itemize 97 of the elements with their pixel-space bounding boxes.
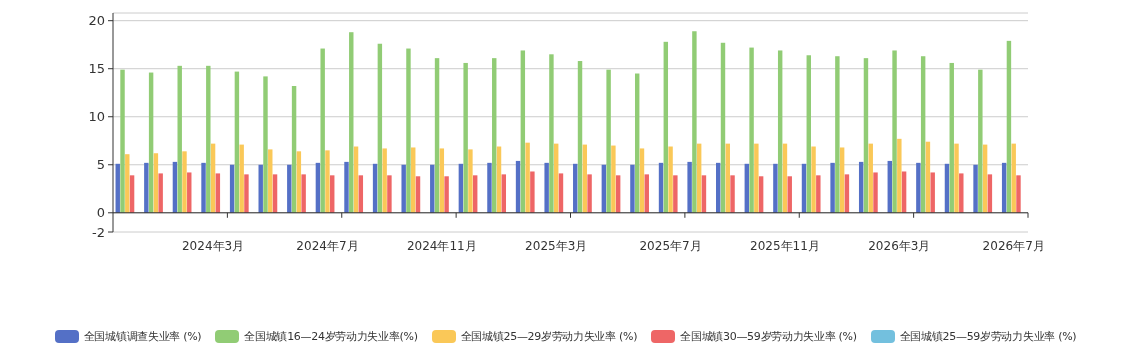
legend-label: 全国城镇调查失业率 (%)	[83, 329, 202, 344]
bar	[587, 174, 592, 213]
bar	[258, 164, 263, 213]
x-tick-label: 2026年7月	[982, 239, 1045, 253]
bar	[577, 61, 583, 213]
bar	[816, 175, 821, 213]
bar	[463, 62, 468, 213]
bar	[206, 65, 211, 213]
bar	[401, 164, 406, 213]
bar	[1006, 40, 1012, 213]
bar	[720, 42, 726, 213]
bar	[730, 175, 735, 213]
bar	[158, 173, 163, 213]
bar	[1011, 143, 1016, 213]
bar	[434, 58, 440, 213]
bar	[920, 56, 926, 213]
bar	[959, 173, 964, 213]
x-tick-label: 2024年11月	[406, 239, 477, 253]
legend-label: 全国城镇25—29岁劳动力失业率 (%)	[460, 329, 638, 344]
bar	[144, 162, 149, 213]
bar	[444, 176, 449, 213]
bar	[325, 150, 330, 213]
bar	[973, 164, 978, 213]
bar	[468, 149, 473, 213]
bar	[668, 146, 673, 213]
x-tick-label: 2026年3月	[868, 239, 931, 253]
bar	[239, 144, 244, 213]
y-tick-label: 0	[96, 205, 105, 221]
bar	[544, 162, 549, 213]
y-tick-label: 15	[88, 61, 105, 77]
bar	[673, 175, 678, 213]
bar	[639, 148, 645, 213]
bar	[177, 65, 182, 213]
bar	[120, 69, 125, 213]
bar	[901, 171, 907, 213]
bar	[897, 138, 902, 213]
bar	[611, 145, 616, 213]
bar	[630, 164, 635, 213]
bar	[439, 148, 445, 213]
bar	[835, 56, 840, 213]
x-tick-label: 2025年3月	[525, 239, 588, 253]
bar	[268, 149, 273, 213]
y-tick-label: 20	[88, 13, 105, 29]
bar	[777, 50, 783, 213]
legend-label: 全国城镇30—59岁劳动力失业率 (%)	[680, 329, 857, 344]
bar	[754, 143, 759, 213]
bar	[492, 58, 497, 213]
bar	[296, 151, 302, 213]
bar	[949, 62, 954, 213]
x-tick-label: 2024年3月	[181, 239, 245, 253]
bar	[520, 50, 526, 213]
bar	[773, 163, 778, 213]
bar	[930, 172, 935, 213]
bar	[811, 146, 816, 213]
bar	[692, 31, 697, 213]
bar	[382, 148, 387, 213]
bar	[892, 50, 897, 213]
bar	[863, 58, 869, 213]
y-tick-label: 5	[96, 157, 105, 173]
x-tick-label: 2025年7月	[639, 239, 702, 253]
x-tick-label: 2025年11月	[750, 239, 820, 253]
bar	[406, 48, 411, 213]
bar	[873, 172, 878, 213]
bar	[487, 162, 492, 213]
bar	[749, 47, 754, 213]
bar	[263, 76, 268, 213]
bar	[530, 171, 535, 213]
bar	[839, 147, 845, 213]
bar	[525, 142, 530, 213]
bar	[301, 174, 306, 213]
bar	[549, 54, 554, 213]
legend-label: 全国城镇25—59岁劳动力失业率 (%)	[899, 329, 1077, 344]
bar	[349, 32, 354, 213]
bar	[320, 48, 325, 213]
bar	[201, 162, 206, 213]
x-tick-label: 2024年7月	[296, 239, 359, 253]
bar	[291, 86, 297, 213]
bar	[287, 164, 292, 213]
bar	[377, 43, 383, 213]
bar	[125, 154, 130, 213]
bar	[806, 55, 811, 213]
bar	[1016, 175, 1021, 213]
bar	[663, 41, 669, 213]
legend-label: 全国城镇16—24岁劳动力失业率(%)	[244, 329, 418, 344]
bar	[411, 147, 416, 213]
bar	[606, 69, 611, 213]
bar	[830, 162, 835, 213]
bar	[916, 162, 921, 213]
bar	[687, 161, 692, 213]
bar	[244, 174, 249, 213]
bar	[954, 143, 959, 213]
y-tick-label: 10	[88, 109, 105, 125]
bar	[344, 161, 349, 213]
bar	[978, 69, 983, 213]
y-tick-label: -2	[92, 224, 105, 240]
bar	[182, 151, 187, 213]
bar	[387, 175, 392, 213]
